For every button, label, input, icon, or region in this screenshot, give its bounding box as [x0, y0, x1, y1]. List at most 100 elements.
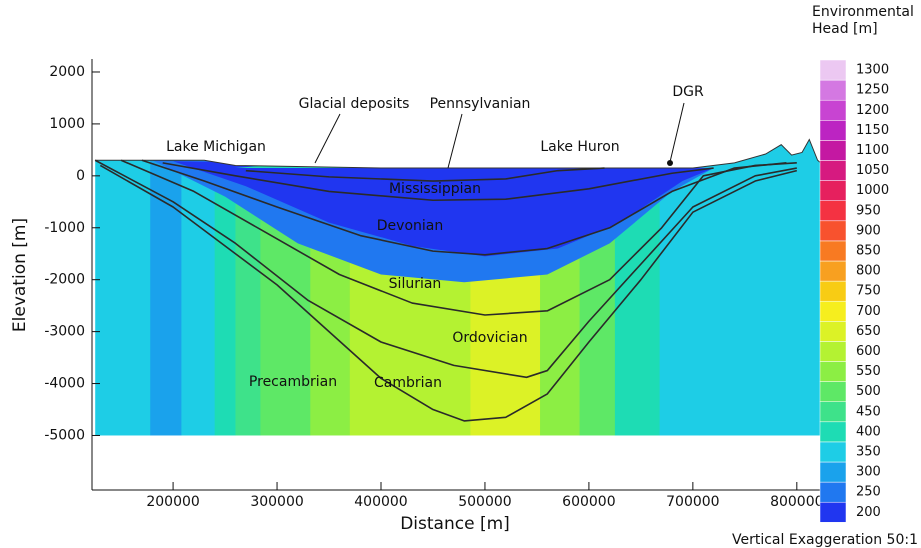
y-tick-label: -4000	[44, 376, 85, 392]
colorbar-box	[819, 341, 847, 362]
colorbar-label: 950	[856, 203, 881, 218]
colorbar-box	[819, 381, 847, 402]
head-column	[181, 139, 216, 436]
y-tick-label: -3000	[44, 324, 85, 340]
x-axis-title: Distance [m]	[400, 514, 510, 534]
colorbar-label: 300	[856, 465, 881, 480]
colorbar-label: 1000	[856, 183, 889, 198]
colorbar-title: Environmental	[812, 4, 914, 20]
head-column	[214, 139, 236, 436]
annotation: Lake Huron	[540, 139, 619, 155]
leader	[447, 113, 463, 169]
head-column	[614, 139, 661, 436]
colorbar-box	[819, 401, 847, 423]
x-tick-label: 800000	[770, 494, 823, 510]
x-tick-label: 500000	[458, 494, 511, 510]
colorbar-label: 550	[856, 364, 881, 379]
annotation: Lake Michigan	[166, 139, 266, 155]
note: Vertical Exaggeration 50:1	[732, 532, 918, 548]
leader	[314, 113, 341, 164]
colorbar-label: 850	[856, 243, 881, 258]
colorbar: 200 250 300 350 400 450 500 550 600 650 700 750 800 8…	[732, 4, 918, 548]
y-tick-label: 2000	[49, 64, 85, 80]
y-tick-label: 1000	[49, 116, 85, 132]
x-tick-label: 300000	[250, 494, 303, 510]
colorbar-label: 250	[856, 485, 881, 500]
formation-boundary	[120, 159, 797, 316]
formation-boundary	[245, 167, 605, 182]
y-axis-title: Elevation [m]	[10, 218, 30, 332]
colorbar-label: 1200	[856, 103, 889, 118]
annotation: Precambrian	[249, 374, 337, 390]
y-tick-label: -1000	[44, 220, 85, 236]
dgr-marker	[667, 160, 673, 166]
colorbar-box	[819, 180, 847, 201]
head-zone	[173, 161, 714, 257]
colorbar-label: 900	[856, 223, 881, 238]
colorbar-box	[819, 300, 847, 322]
colorbar-label: 600	[856, 344, 881, 359]
head-column	[699, 139, 824, 436]
colorbar-box	[819, 160, 847, 181]
annotations: Lake Michigan Glacial deposits Pennsylvani…	[166, 84, 704, 391]
colorbar-box	[819, 140, 847, 161]
colorbar-box	[819, 280, 847, 302]
colorbar-title: Head [m]	[812, 21, 878, 37]
y-tick-label: -2000	[44, 272, 85, 288]
leader	[669, 102, 685, 163]
annotation: Devonian	[377, 218, 443, 234]
formation-boundary	[141, 159, 787, 256]
head-column	[95, 139, 151, 436]
formation-boundary	[94, 159, 797, 379]
colorbar-box	[819, 220, 847, 242]
colorbar-box	[819, 79, 847, 101]
colorbar-label: 350	[856, 444, 881, 459]
x-tick-label: 600000	[562, 494, 615, 510]
x-tick-label: 200000	[146, 494, 199, 510]
y-tick-label: -5000	[44, 427, 85, 443]
annotation: Ordovician	[452, 330, 527, 346]
y-tick-label: 0	[76, 168, 85, 184]
boundaries	[94, 138, 825, 422]
surface-line	[95, 138, 825, 169]
colorbar-label: 1150	[856, 123, 889, 138]
colorbar-label: 650	[856, 324, 881, 339]
colorbar-label: 1100	[856, 143, 889, 158]
colorbar-box	[819, 59, 847, 81]
annotation: Glacial deposits	[299, 96, 410, 112]
colorbar-label: 450	[856, 404, 881, 419]
colorbar-box	[819, 501, 847, 523]
head-field	[95, 139, 824, 436]
head-column	[150, 139, 182, 436]
colorbar-box	[819, 481, 847, 503]
colorbar-box	[819, 240, 847, 262]
annotation: Pennsylvanian	[430, 96, 531, 112]
colorbar-label: 200	[856, 505, 881, 520]
colorbar-box	[819, 361, 847, 382]
x-tick-label: 700000	[666, 494, 719, 510]
colorbar-label: 1050	[856, 163, 889, 178]
annotation: DGR	[672, 84, 704, 100]
colorbar-label: 1300	[856, 63, 889, 78]
colorbar-label: 800	[856, 264, 881, 279]
colorbar-box	[819, 99, 847, 121]
annotation: Mississippian	[389, 181, 481, 197]
colorbar-label: 750	[856, 284, 881, 299]
colorbar-box	[819, 461, 847, 483]
annotation: Silurian	[389, 276, 442, 292]
axes: 2000 1000 0 -1000 -2000 -3000 -4000 -5000 200000…	[10, 59, 828, 534]
colorbar-label: 700	[856, 304, 881, 319]
formation-boundary	[162, 162, 714, 202]
colorbar-label: 500	[856, 384, 881, 399]
formation-boundary	[99, 164, 798, 422]
colorbar-box	[819, 120, 847, 141]
colorbar-box	[819, 321, 847, 342]
x-tick-label: 400000	[354, 494, 407, 510]
colorbar-box	[819, 200, 847, 222]
colorbar-label: 1250	[856, 83, 889, 98]
colorbar-box	[819, 260, 847, 282]
colorbar-box	[819, 441, 847, 463]
colorbar-box	[819, 421, 847, 443]
colorbar-label: 400	[856, 424, 881, 439]
annotation: Cambrian	[374, 375, 442, 391]
